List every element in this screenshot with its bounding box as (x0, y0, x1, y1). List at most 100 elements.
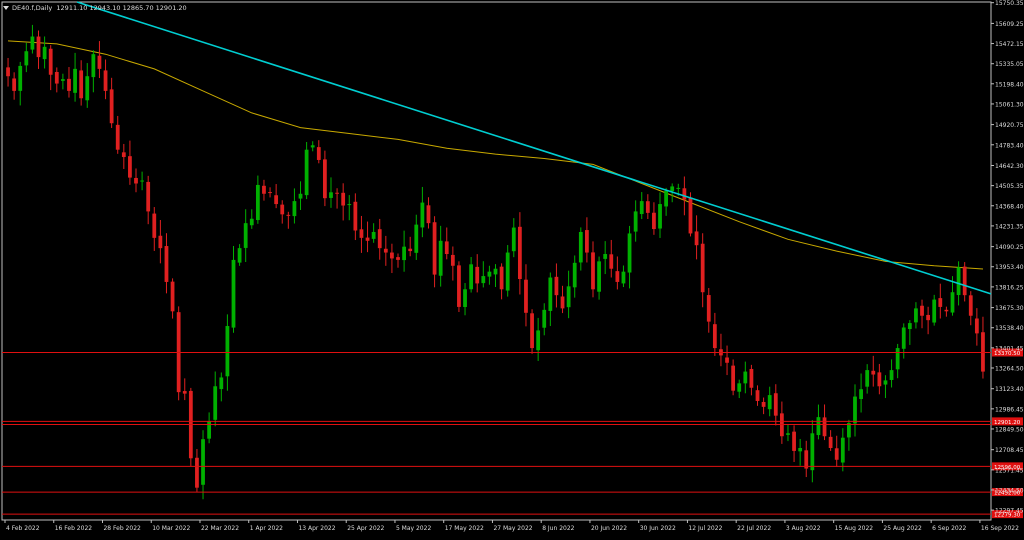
candle-body (974, 318, 979, 334)
x-tick-label: 25 Apr 2022 (347, 525, 384, 532)
candle-body (645, 201, 650, 213)
ohlc-label: 12911.10 12943.10 12865.70 12901.20 (56, 4, 187, 12)
candle-body (621, 271, 626, 284)
candle-body (79, 70, 84, 99)
candle-body (6, 67, 10, 77)
candle-body (469, 264, 474, 290)
candle-body (505, 252, 510, 291)
candle-body (243, 223, 248, 248)
level-price-tag (992, 417, 1023, 426)
candle-body (542, 309, 547, 328)
candle-body (164, 246, 169, 282)
candle-body (633, 211, 638, 232)
candle-body (146, 181, 151, 212)
candle-body (706, 295, 711, 322)
horizontal-levels-layer[interactable]: 13370.50 12901.20 12596.00 12432.00 12279.30 (2, 348, 1023, 519)
candles-layer (6, 24, 985, 500)
candle-body (207, 421, 212, 439)
x-tick-label: 5 May 2022 (396, 525, 431, 532)
candle-body (883, 380, 888, 385)
y-tick-label: 15609.25 (995, 21, 1024, 28)
trendline[interactable] (76, 1, 992, 295)
candle-body (566, 286, 571, 308)
candle-body (853, 396, 857, 424)
candle-body (536, 330, 541, 351)
candle-body (158, 235, 163, 249)
candle-body (968, 295, 973, 316)
y-tick-label: 14090.25 (995, 244, 1024, 251)
x-tick-label: 30 Jun 2022 (640, 525, 676, 532)
candle-body (865, 370, 870, 387)
candle-body (249, 218, 254, 226)
candle-body (91, 54, 96, 78)
dropdown-triangle-icon[interactable] (3, 6, 9, 10)
x-tick-label: 28 Feb 2022 (103, 525, 141, 532)
candle-body (530, 313, 534, 349)
candle-body (219, 377, 224, 390)
y-tick-label: 14368.40 (995, 203, 1024, 210)
candle-body (213, 386, 218, 420)
candle-body (524, 279, 528, 313)
level-price-label: 12279.30 (994, 513, 1021, 519)
x-tick-label: 20 Jun 2022 (591, 525, 627, 532)
candle-body (901, 327, 906, 349)
candle-body (658, 204, 662, 229)
candle-body (121, 152, 126, 158)
candle-body (694, 231, 699, 246)
candle-body (597, 261, 601, 292)
axis-frame (1, 1, 992, 521)
candle-body (231, 259, 236, 328)
candle-body (383, 248, 388, 253)
candle-body (292, 201, 297, 217)
candle-body (128, 156, 132, 178)
candle-body (420, 202, 425, 228)
symbol-header[interactable]: DE40.f,Daily 12911.10 12943.10 12865.70 … (3, 2, 187, 14)
candle-body (755, 390, 760, 401)
candle-body (371, 231, 376, 239)
candle-body (822, 417, 827, 437)
candle-body (688, 197, 693, 234)
candle-body (615, 271, 620, 282)
candle-body (877, 372, 882, 387)
candle-body (225, 326, 230, 377)
y-tick-label: 15198.40 (995, 81, 1024, 88)
candle-body (487, 271, 492, 277)
candle-body (365, 237, 370, 241)
y-tick-label: 13675.30 (995, 305, 1024, 312)
candle-body (700, 243, 705, 293)
candle-body (981, 332, 985, 372)
candle-body (12, 78, 17, 91)
candle-body (914, 308, 918, 323)
y-tick-label: 14642.30 (995, 163, 1024, 170)
candle-body (652, 212, 656, 230)
candle-body (353, 201, 358, 231)
y-tick-label: 12297.45 (995, 508, 1024, 515)
candle-body (773, 393, 778, 416)
candle-body (408, 248, 413, 252)
candle-body (444, 241, 449, 255)
candle-body (907, 323, 912, 330)
candle-body (609, 254, 614, 269)
candle-body (255, 184, 260, 221)
candle-body (48, 48, 53, 75)
candle-body (286, 214, 291, 216)
symbol-label: DE40.f,Daily (12, 4, 53, 12)
x-tick-label: 16 Sep 2022 (981, 525, 1019, 532)
x-tick-label: 4 Feb 2022 (6, 525, 40, 532)
candle-body (347, 204, 352, 206)
candle-body (938, 298, 943, 307)
level-price-tag (992, 510, 1023, 519)
candle-body (438, 240, 443, 276)
candle-body (73, 68, 77, 93)
candle-body (316, 147, 321, 160)
candle-body (103, 70, 108, 91)
trendline-layer[interactable] (76, 1, 992, 295)
candle-body (670, 186, 675, 192)
candle-body (414, 224, 419, 253)
candle-body (548, 277, 553, 311)
x-tick-label: 3 Aug 2022 (786, 525, 821, 532)
candle-body (109, 89, 114, 124)
candle-body (450, 254, 455, 266)
